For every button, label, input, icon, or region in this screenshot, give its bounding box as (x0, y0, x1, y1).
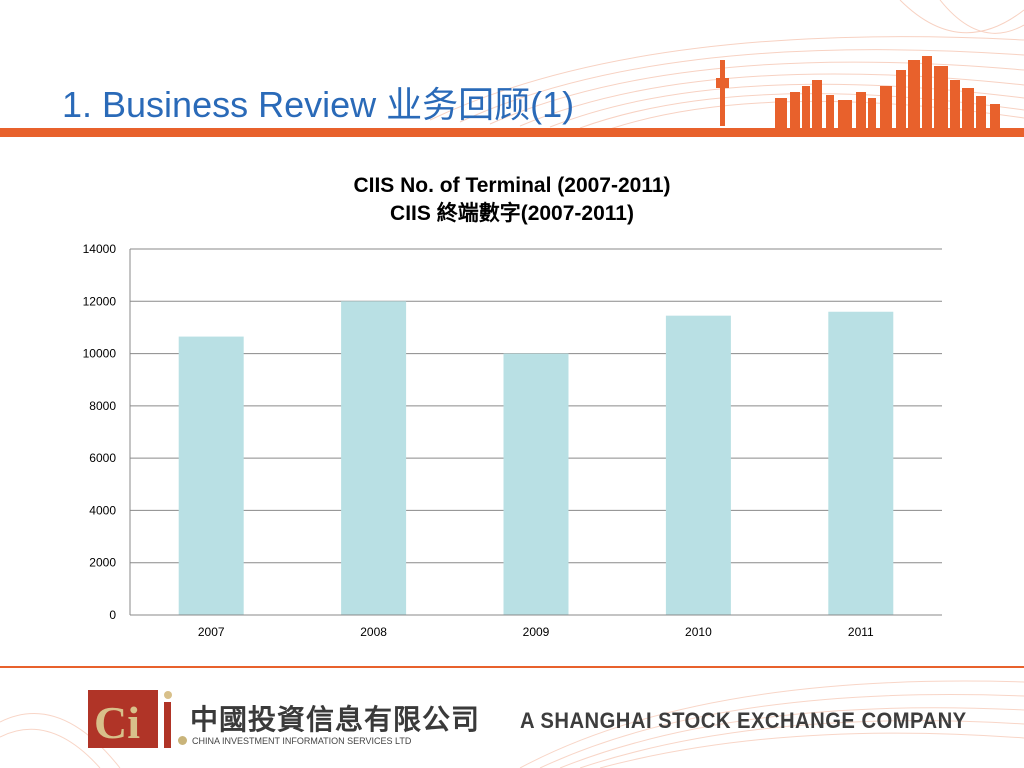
bar-2011 (828, 311, 894, 615)
logo-bullet-dot (178, 736, 187, 745)
x-tick-label: 2011 (848, 625, 874, 639)
x-tick-label: 2008 (360, 625, 387, 639)
chart-title-line-1: CIIS No. of Terminal (2007-2011) (353, 174, 671, 197)
bar-2010 (665, 315, 731, 615)
y-tick-label: 6000 (89, 451, 116, 465)
company-tagline: A SHANGHAI STOCK EXCHANGE COMPANY (520, 708, 967, 733)
y-tick-label: 0 (109, 608, 116, 622)
y-tick-label: 10000 (83, 347, 117, 361)
y-tick-label: 12000 (83, 294, 117, 308)
y-tick-label: 2000 (89, 556, 116, 570)
chart-title-line-2: CIIS 終端數字(2007-2011) (390, 202, 634, 225)
bar-2007 (178, 336, 244, 615)
bars (178, 301, 894, 615)
company-name-english: CHINA INVESTMENT INFORMATION SERVICES LT… (192, 736, 412, 746)
x-axis-tick-labels: 2007 2008 2009 2010 2011 (198, 625, 874, 639)
y-tick-label: 8000 (89, 399, 116, 413)
svg-text:Ci: Ci (94, 697, 140, 748)
slide-title: 1. Business Review 业务回顾(1) (62, 84, 575, 125)
bar-2008 (341, 301, 407, 615)
x-tick-label: 2009 (523, 625, 550, 639)
x-tick-label: 2007 (198, 625, 225, 639)
y-tick-label: 4000 (89, 503, 116, 517)
company-name-chinese: 中國投資信息有限公司 (190, 703, 481, 736)
ciis-logo-icon: Ci (88, 690, 172, 748)
footer-wave-decoration (0, 666, 1024, 768)
y-tick-label: 14000 (83, 242, 117, 256)
footer: Ci 中國投資信息有限公司 CHINA INVESTMENT INFORMATI… (0, 662, 1024, 768)
y-axis-tick-labels: 0 2000 4000 6000 8000 10000 12000 14000 (83, 242, 117, 622)
chart-title: CIIS No. of Terminal (2007-2011) CIIS 終端… (0, 172, 1024, 228)
x-tick-label: 2010 (685, 625, 712, 639)
slide-header: 1. Business Review 业务回顾(1) (0, 0, 1024, 140)
bar-2009 (503, 353, 569, 615)
header-skyline-decoration (0, 0, 1024, 137)
